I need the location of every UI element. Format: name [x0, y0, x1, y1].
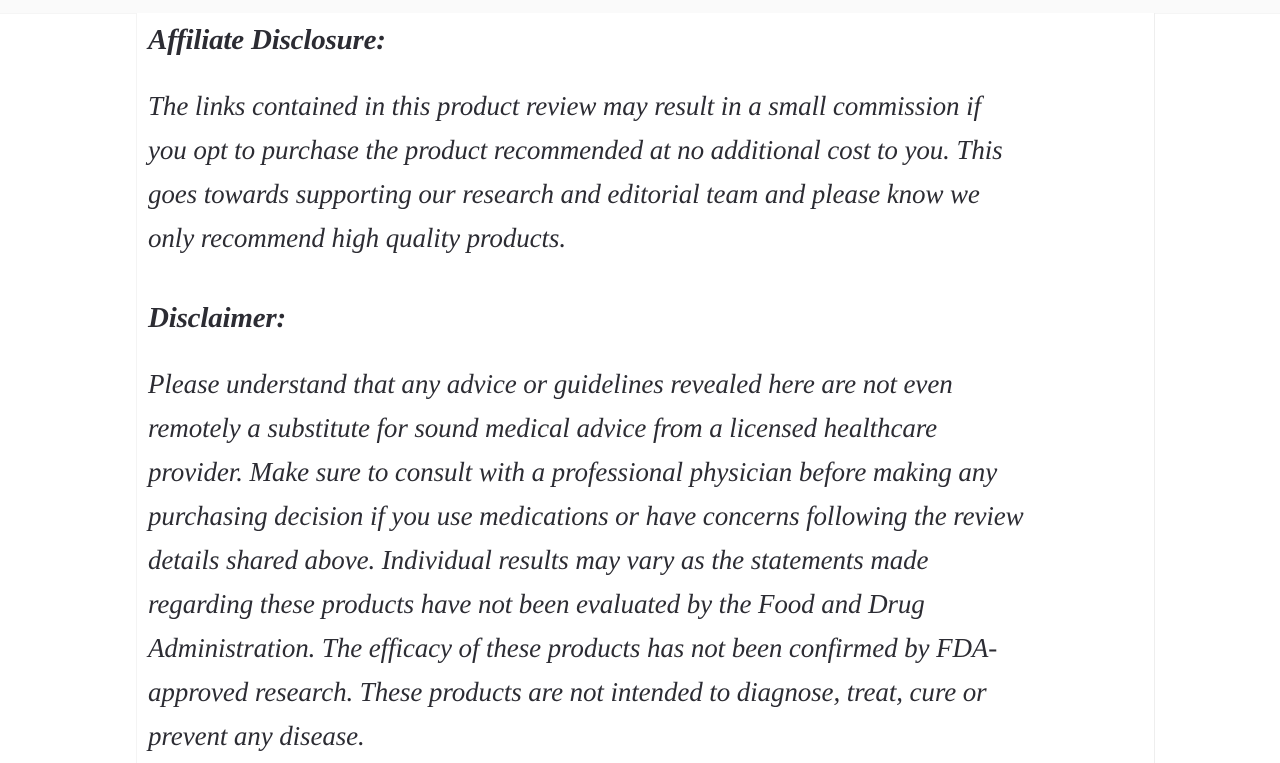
- disclaimer-paragraph: Please understand that any advice or gui…: [148, 369, 1024, 751]
- disclaimer-section: Disclaimer: Please understand that any a…: [148, 300, 1140, 758]
- article-content: Affiliate Disclosure: The links containe…: [148, 22, 1140, 758]
- content-column: Affiliate Disclosure: The links containe…: [136, 13, 1155, 763]
- affiliate-disclosure-paragraph: The links contained in this product revi…: [148, 91, 1003, 253]
- affiliate-disclosure-heading: Affiliate Disclosure:: [148, 24, 386, 56]
- affiliate-disclosure-section: Affiliate Disclosure: The links containe…: [148, 22, 1140, 260]
- page-top-border: [0, 0, 1280, 14]
- disclaimer-heading: Disclaimer:: [148, 302, 286, 334]
